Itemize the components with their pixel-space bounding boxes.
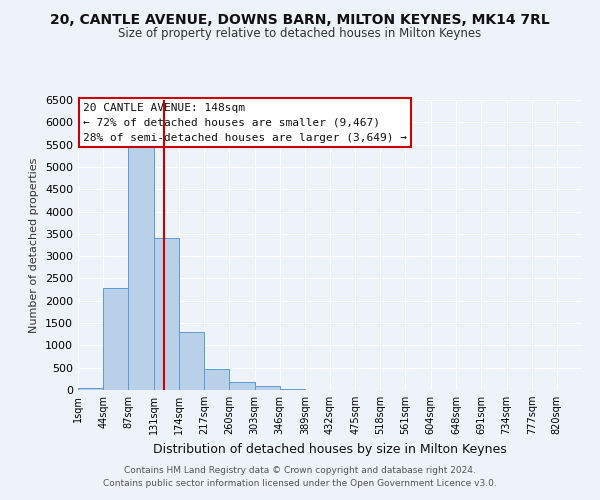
Text: 20 CANTLE AVENUE: 148sqm
← 72% of detached houses are smaller (9,467)
28% of sem: 20 CANTLE AVENUE: 148sqm ← 72% of detach… bbox=[83, 103, 407, 142]
Bar bbox=[204, 368, 229, 390]
Bar bbox=[254, 386, 280, 390]
X-axis label: Distribution of detached houses by size in Milton Keynes: Distribution of detached houses by size … bbox=[153, 442, 507, 456]
Bar bbox=[179, 332, 204, 390]
Y-axis label: Number of detached properties: Number of detached properties bbox=[29, 158, 40, 332]
Bar bbox=[229, 382, 254, 390]
Bar bbox=[78, 388, 103, 390]
Text: Contains HM Land Registry data © Crown copyright and database right 2024.
Contai: Contains HM Land Registry data © Crown c… bbox=[103, 466, 497, 487]
Bar bbox=[280, 388, 305, 390]
Text: 20, CANTLE AVENUE, DOWNS BARN, MILTON KEYNES, MK14 7RL: 20, CANTLE AVENUE, DOWNS BARN, MILTON KE… bbox=[50, 12, 550, 26]
Text: Size of property relative to detached houses in Milton Keynes: Size of property relative to detached ho… bbox=[118, 28, 482, 40]
Bar bbox=[103, 288, 128, 390]
Bar bbox=[128, 147, 154, 390]
Bar bbox=[154, 238, 179, 390]
